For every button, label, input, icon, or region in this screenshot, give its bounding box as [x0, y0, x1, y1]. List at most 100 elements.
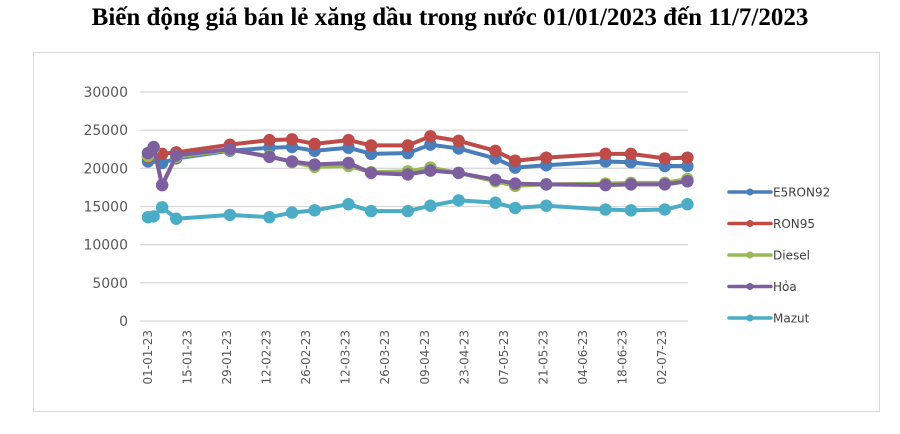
data-point-marker	[263, 150, 276, 164]
data-point-marker	[489, 144, 502, 157]
series-line	[146, 144, 690, 188]
x-tick-label: 29-01-23	[220, 330, 234, 384]
legend-marker-icon	[746, 251, 754, 259]
legend-item-mazut: Mazut	[727, 312, 810, 326]
x-tick-label: 21-05-23	[536, 330, 550, 384]
data-point-marker	[424, 199, 437, 212]
x-tick-label: 04-06-23	[576, 330, 590, 384]
data-point-marker	[342, 156, 355, 170]
data-point-marker	[401, 168, 415, 181]
gridlines	[140, 91, 688, 322]
legend-marker-icon	[746, 314, 754, 322]
data-point-marker	[624, 147, 638, 161]
series-lines	[141, 130, 694, 225]
x-tick-label: 01-01-23	[141, 330, 155, 384]
data-point-marker	[155, 178, 169, 192]
data-point-marker	[170, 212, 183, 225]
data-point-marker	[452, 134, 465, 148]
chart-title: Biến động giá bán lẻ xăng dầu trong nước…	[91, 4, 809, 31]
legend-label: E5RON92	[773, 186, 830, 200]
data-point-marker	[658, 178, 672, 191]
data-point-marker	[624, 178, 638, 191]
x-tick-label: 15-01-23	[181, 330, 195, 384]
data-point-marker	[599, 203, 612, 216]
x-tick-label: 18-06-23	[615, 330, 629, 384]
y-tick-label: 25000	[83, 123, 128, 139]
data-point-marker	[489, 196, 502, 209]
data-point-marker	[540, 151, 553, 164]
x-axis-ticks: 01-01-23 15-01-23 29-01-23 12-02-23 26-02-23…	[141, 330, 669, 384]
legend-marker-icon	[746, 283, 754, 290]
y-axis-ticks: 0 5000 10000 15000 20000 25000 30000	[83, 85, 128, 330]
data-point-marker	[364, 166, 378, 180]
data-point-marker	[308, 204, 321, 217]
data-point-marker	[401, 204, 415, 218]
x-tick-label: 02-07-23	[655, 330, 669, 384]
x-tick-label: 07-05-23	[497, 330, 511, 384]
y-tick-label: 0	[119, 314, 128, 330]
legend-label: Hỏa	[773, 280, 797, 294]
data-point-marker	[170, 149, 183, 162]
data-point-marker	[424, 130, 437, 143]
x-tick-label: 26-02-23	[299, 330, 313, 384]
data-point-marker	[285, 133, 299, 146]
legend-item-e5ron92: E5RON92	[727, 186, 830, 200]
data-point-marker	[681, 175, 694, 188]
data-point-marker	[508, 154, 522, 167]
legend-marker-icon	[746, 188, 754, 196]
data-point-marker	[342, 198, 355, 211]
x-tick-label: 26-03-23	[378, 330, 392, 384]
chart-frame	[33, 52, 880, 412]
data-point-marker	[599, 147, 612, 161]
data-point-marker	[624, 204, 638, 217]
x-tick-label: 23-04-23	[457, 330, 471, 384]
y-tick-label: 20000	[83, 161, 128, 177]
data-point-marker	[364, 139, 378, 152]
data-point-marker	[223, 208, 237, 222]
data-point-marker	[401, 139, 415, 152]
legend-marker-icon	[746, 220, 754, 227]
data-point-marker	[147, 210, 160, 223]
x-tick-label: 12-02-23	[260, 330, 274, 384]
data-point-marker	[223, 143, 237, 156]
legend-item-ron95: RON95	[727, 217, 815, 231]
legend-label: Diesel	[773, 249, 810, 263]
data-point-marker	[155, 201, 169, 214]
data-point-marker	[508, 201, 522, 215]
data-point-marker	[308, 137, 321, 151]
data-point-marker	[540, 199, 553, 212]
data-point-marker	[681, 198, 694, 211]
series-line	[146, 134, 690, 163]
series-line	[146, 198, 690, 221]
data-point-marker	[540, 178, 553, 191]
series-mazut	[141, 194, 694, 225]
data-point-marker	[424, 164, 437, 177]
data-point-marker	[681, 151, 694, 164]
data-point-marker	[147, 140, 160, 154]
x-tick-label: 09-04-23	[418, 330, 432, 384]
data-point-marker	[452, 194, 465, 207]
y-tick-label: 5000	[92, 276, 128, 292]
data-point-marker	[508, 177, 522, 190]
y-tick-label: 10000	[83, 238, 128, 254]
data-point-marker	[263, 210, 276, 224]
data-point-marker	[599, 178, 612, 192]
data-point-marker	[364, 204, 378, 218]
data-point-marker	[285, 206, 299, 219]
legend-item-diesel: Diesel	[727, 249, 810, 263]
legend-label: Mazut	[773, 312, 810, 326]
y-tick-label: 15000	[83, 200, 128, 216]
data-point-marker	[658, 152, 672, 165]
legend-item-hỏa: Hỏa	[727, 280, 797, 294]
data-point-marker	[308, 158, 321, 171]
legend: E5RON92 RON95 Diesel Hỏa Mazut	[727, 186, 830, 326]
data-point-marker	[342, 133, 355, 147]
data-point-marker	[489, 173, 502, 186]
legend-label: RON95	[773, 217, 815, 231]
x-tick-label: 12-03-23	[339, 330, 353, 384]
data-point-marker	[658, 203, 672, 216]
y-tick-label: 30000	[83, 85, 128, 101]
data-point-marker	[452, 166, 465, 180]
series-hỏa	[141, 140, 694, 192]
